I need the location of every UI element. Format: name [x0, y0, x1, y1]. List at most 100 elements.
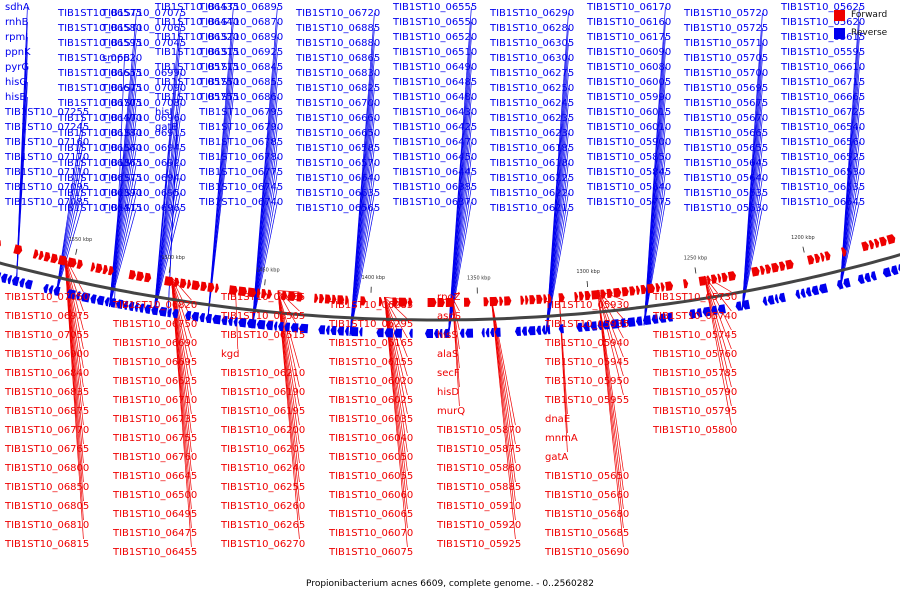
leader-line [251, 201, 278, 329]
forward-gene-label: TIB1ST10_06260 [220, 501, 305, 512]
reverse-genes [0, 264, 900, 338]
reverse-gene-arrow [864, 272, 872, 283]
reverse-gene-label: TIB1ST10_06160 [586, 17, 671, 28]
reverse-gene-label: TIB1ST10_06595 [57, 38, 142, 49]
leader-line [643, 201, 666, 326]
reverse-gene-arrow [19, 278, 26, 288]
reverse-gene-label: TIB1ST10_06425 [392, 122, 477, 133]
leader-line [447, 186, 472, 339]
reverse-gene-arrow [344, 326, 349, 336]
forward-gene-label: TIB1ST10_06625 [112, 376, 197, 387]
forward-gene-label: TIB1ST10_06735 [112, 414, 197, 425]
forward-gene-arrow [520, 295, 525, 305]
forward-gene-arrow [90, 262, 96, 272]
leader-line [153, 147, 181, 315]
forward-gene-label: TIB1ST10_06455 [112, 547, 197, 558]
reverse-gene-arrow [228, 316, 234, 326]
reverse-gene-arrow [284, 322, 291, 332]
forward-gene-label: TIB1ST10_06900 [4, 349, 89, 360]
scale-ticks: 1550 kbp 1500 kbp 1450 kbp 1400 kbp 1350 kbp… [69, 235, 815, 294]
forward-gene-arrow [529, 295, 536, 305]
reverse-gene-arrow [139, 303, 145, 313]
reverse-gene-label: TIB1ST10_06280 [489, 23, 574, 34]
forward-gene-arrow [698, 276, 707, 286]
reverse-gene-arrow [576, 322, 583, 332]
forward-gene-label: TIB1ST10_05935 [544, 319, 629, 330]
forward-gene-label: dnaE [545, 414, 570, 425]
forward-gene-arrow [499, 296, 504, 306]
reverse-gene-label: TIB1ST10_06855 [198, 77, 283, 88]
leader-line [153, 42, 181, 315]
reverse-gene-label: TIB1ST10_05900 [586, 137, 671, 148]
reverse-gene-label: TIB1ST10_06290 [489, 8, 574, 19]
forward-gene-arrow [319, 294, 325, 304]
reverse-gene-arrow [266, 320, 274, 331]
reverse-gene-label: TIB1ST10_06965 [101, 203, 186, 214]
reverse-gene-label: sdhA [5, 2, 30, 13]
reverse-gene-label: TIB1ST10_05615 [780, 32, 865, 43]
reverse-gene-label: TIB1ST10_06230 [489, 128, 574, 139]
reverse-gene-label: TIB1ST10_06010 [586, 122, 671, 133]
reverse-gene-label: TIB1ST10_05700 [683, 68, 768, 79]
leader-line [384, 297, 408, 453]
reverse-gene-label: TIB1ST10_05675 [683, 98, 768, 109]
reverse-gene-label: TIB1ST10_06430 [392, 107, 477, 118]
reverse-gene-arrow [409, 328, 413, 338]
forward-gene-arrow [314, 293, 319, 303]
leader-line [452, 291, 460, 299]
reverse-gene-label: TIB1ST10_05705 [683, 53, 768, 64]
leader-line [64, 256, 84, 293]
reverse-gene-arrow [521, 326, 528, 336]
reverse-gene-arrow [25, 279, 33, 290]
forward-gene-arrow [635, 285, 640, 295]
reverse-gene-arrow [256, 319, 266, 330]
forward-gene-arrow [879, 236, 887, 247]
forward-gene-arrow [483, 297, 489, 307]
reverse-gene-label: TIB1ST10_06575 [57, 8, 142, 19]
forward-gene-label: TIB1ST10_06475 [112, 528, 197, 539]
forward-gene-label: TIB1ST10_06515 [220, 330, 305, 341]
reverse-gene-label: TIB1ST10_06725 [780, 107, 865, 118]
reverse-gene-label: TIB1ST10_06740 [198, 197, 283, 208]
leader-line [384, 297, 408, 548]
leader-line [839, 186, 860, 290]
forward-gene-label: TIB1ST10_06710 [112, 395, 197, 406]
forward-gene-arrow [807, 255, 815, 265]
forward-gene-label: TIB1ST10_06210 [220, 368, 305, 379]
reverse-gene-label: TIB1ST10_05695 [683, 83, 768, 94]
forward-gene-arrow [57, 255, 68, 266]
forward-gene-arrow [345, 295, 349, 305]
forward-gene-label: TIB1ST10_06690 [112, 338, 197, 349]
reverse-gene-label: TIB1ST10_06250 [489, 83, 574, 94]
forward-gene-label: TIB1ST10_06240 [220, 463, 305, 474]
reverse-gene-arrow [762, 296, 768, 306]
reverse-gene-arrow [696, 308, 703, 318]
leader-line [153, 192, 181, 315]
reverse-gene-label: TIB1ST10_06895 [198, 2, 283, 13]
reverse-gene-label: TIB1ST10_06245 [489, 98, 574, 109]
forward-gene-arrow [164, 276, 174, 286]
forward-gene-label: TIB1ST10_06465 [220, 292, 305, 303]
reverse-gene-arrow [485, 328, 490, 338]
reverse-gene-arrow [619, 318, 627, 328]
leader-line [384, 297, 408, 415]
reverse-gene-label: TIB1ST10_06300 [489, 53, 574, 64]
reverse-gene-label: TIB1ST10_06890 [198, 32, 283, 43]
forward-gene-label: TIB1ST10_05760 [652, 349, 737, 360]
reverse-gene-label: TIB1ST10_06435 [154, 2, 239, 13]
forward-gene-arrow [214, 283, 219, 293]
leader-line [349, 207, 375, 336]
reverse-gene-arrow [843, 277, 851, 288]
reverse-gene-arrow [212, 314, 221, 325]
forward-gene-arrow [337, 295, 345, 305]
reverse-gene-arrow [425, 329, 433, 338]
forward-gene-label: TIB1ST10_05680 [544, 509, 629, 520]
reverse-gene-label: TIB1ST10_05840 [586, 182, 671, 193]
reverse-gene-label: TIB1ST10_06545 [780, 197, 865, 208]
scale-tick [802, 246, 805, 253]
leader-line [55, 141, 84, 296]
forward-gene-arrow [296, 292, 304, 302]
forward-gene-arrow [886, 234, 896, 245]
reverse-gene-arrow [1, 273, 8, 284]
forward-gene-label: TIB1ST10_06060 [328, 490, 413, 501]
